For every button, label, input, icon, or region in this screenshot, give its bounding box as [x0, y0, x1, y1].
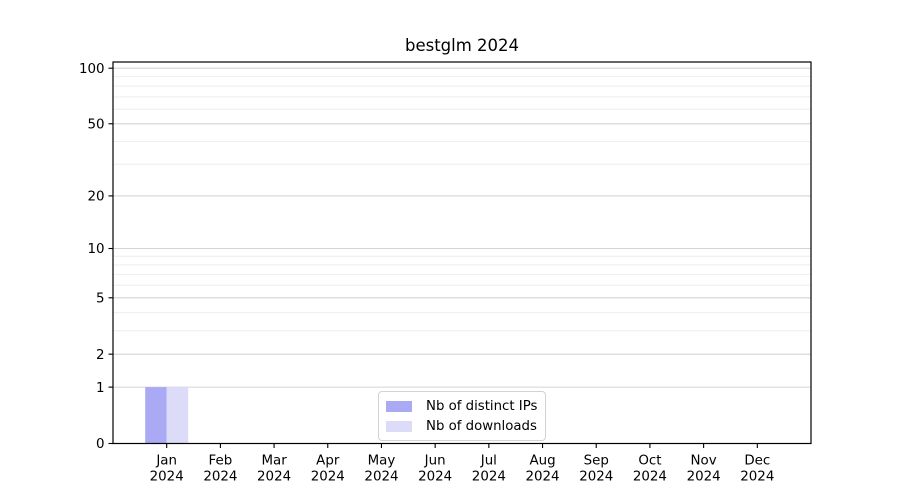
x-tick-label: Feb 2024: [203, 454, 237, 485]
legend-swatch: [386, 420, 412, 432]
x-tick-label: Sep 2024: [579, 454, 613, 485]
x-tick-label: Apr 2024: [311, 454, 345, 485]
x-tick-label: Jul 2024: [472, 454, 506, 485]
bar-nb-of-distinct-ips-jan: [145, 387, 167, 444]
y-tick-label: 20: [87, 190, 104, 205]
y-tick-label: 2: [96, 348, 105, 363]
y-tick-label: 100: [79, 62, 105, 77]
x-tick-label: Nov 2024: [687, 454, 721, 485]
bar-nb-of-downloads-jan: [166, 387, 189, 444]
x-tick-label: Jan 2024: [150, 454, 184, 485]
legend-label: Nb of downloads: [426, 418, 537, 434]
x-tick-label: May 2024: [364, 454, 398, 485]
legend: Nb of distinct IPs Nb of downloads: [378, 391, 547, 441]
legend-label: Nb of distinct IPs: [426, 398, 538, 414]
y-tick-label: 0: [96, 437, 105, 452]
y-tick-label: 1: [96, 381, 105, 396]
plot-border: [112, 61, 812, 445]
y-tick-label: 5: [96, 291, 105, 306]
x-tick-label: Dec 2024: [740, 454, 774, 485]
x-tick-label: Aug 2024: [525, 454, 559, 485]
y-tick-label: 50: [87, 117, 104, 132]
legend-item: Nb of distinct IPs: [386, 396, 537, 416]
x-tick-label: Jun 2024: [418, 454, 452, 485]
legend-swatch: [386, 400, 412, 412]
x-tick-label: Mar 2024: [257, 454, 291, 485]
chart-title: bestglm 2024: [404, 36, 520, 55]
y-tick-label: 10: [87, 242, 104, 257]
legend-item: Nb of downloads: [386, 416, 537, 436]
x-tick-label: Oct 2024: [633, 454, 667, 485]
